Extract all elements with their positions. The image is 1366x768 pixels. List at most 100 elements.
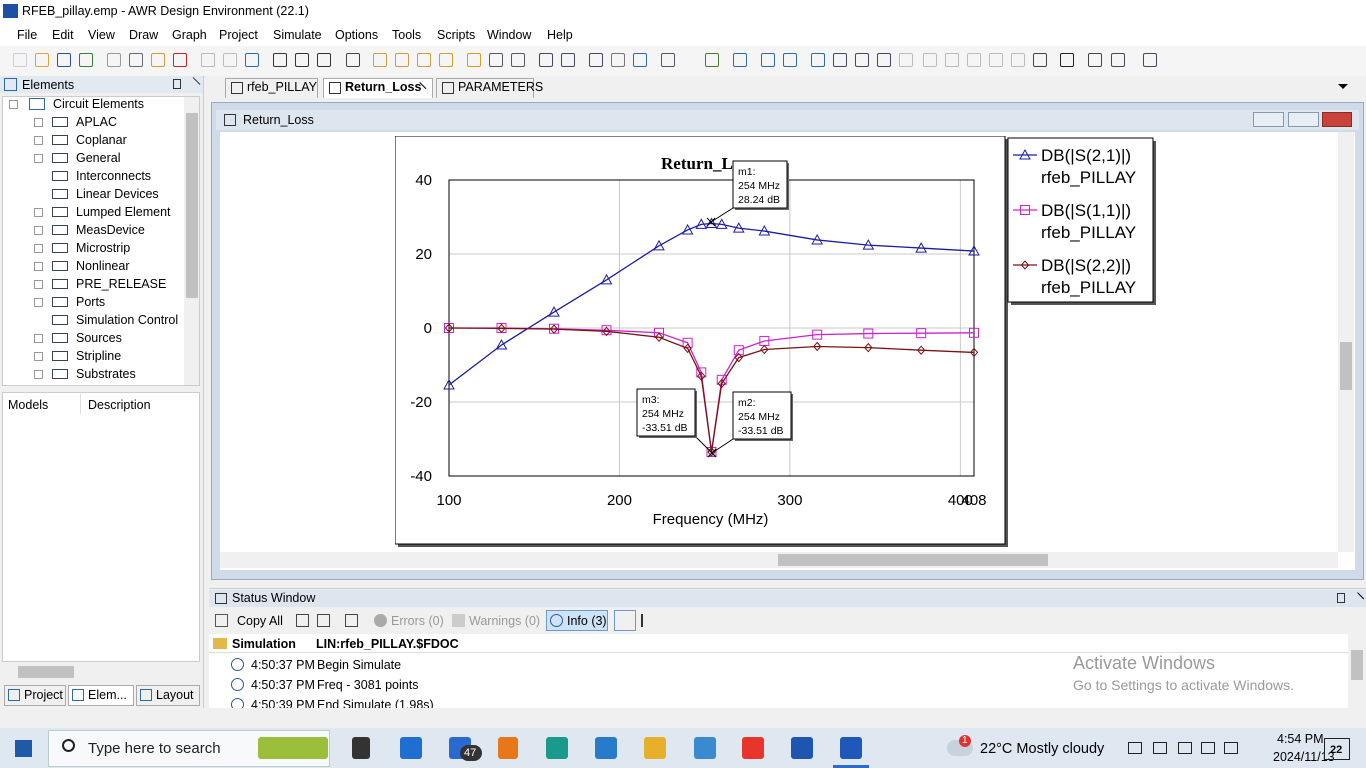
menu-item[interactable]: Help [547,28,573,42]
menu-item[interactable]: View [88,28,115,42]
taskbar-app[interactable] [595,737,617,759]
toolbar-button[interactable] [201,53,215,67]
taskbar-app[interactable] [352,737,370,759]
toolbar-button[interactable] [57,53,71,67]
toolbar-button[interactable] [273,53,287,67]
menu-item[interactable]: Window [487,28,532,42]
taskbar-app[interactable] [644,737,666,759]
toolbar-button[interactable] [223,53,237,67]
toolbar-button[interactable] [1111,53,1125,67]
toolbar-button[interactable] [79,53,93,67]
tree-item[interactable]: Simulation Control [76,313,179,327]
tree-item[interactable]: Nonlinear [76,259,130,273]
expander[interactable] [34,280,43,289]
toolbar-button[interactable] [811,53,825,67]
toolbar-button[interactable] [899,53,913,67]
tree-item[interactable]: Microstrip [76,241,131,255]
tree-item[interactable]: Interconnects [76,169,152,183]
menu-item[interactable]: Simulate [273,28,322,42]
toolbar-button[interactable] [967,53,981,67]
tree-item[interactable]: PRE_RELEASE [76,277,167,291]
toolbar-button[interactable] [1033,53,1047,67]
tabs-menu[interactable] [1338,84,1348,94]
tree-scroll-thumb[interactable] [186,113,198,298]
clock-time[interactable]: 4:54 PM [1277,732,1324,746]
toolbar-button[interactable] [373,53,387,67]
menu-item[interactable]: Draw [129,28,159,42]
panel-tab-label[interactable]: Layout [156,688,194,702]
expander[interactable] [34,208,43,217]
menu-item[interactable]: Edit [52,28,74,42]
toolbar-button[interactable] [661,53,675,67]
menu-item[interactable]: Project [219,28,258,42]
weather-text[interactable]: 22°C Mostly cloudy [980,741,1105,757]
sort-icon[interactable] [641,614,654,627]
panel-tab-label[interactable]: Elem... [88,688,127,702]
warnings-icon[interactable] [452,614,465,627]
toolbar-button[interactable] [245,53,259,67]
expander[interactable] [34,154,43,163]
toolbar-button[interactable] [467,53,481,67]
toolbar-button[interactable] [1011,53,1025,67]
toolbar-button[interactable] [346,53,360,67]
taskbar-app[interactable] [840,737,862,759]
expander[interactable] [34,136,43,145]
graph-button[interactable] [1253,112,1284,127]
status-tool[interactable] [296,614,309,627]
tree-item[interactable]: APLAC [76,115,117,129]
doc-tab-label[interactable]: PARAMETERS [458,80,544,94]
toolbar-button[interactable] [295,53,309,67]
tree-item[interactable]: Lumped Element [76,205,171,219]
expander[interactable] [34,118,43,127]
expander[interactable] [34,334,43,343]
expander[interactable] [34,370,43,379]
tree-item[interactable]: Sources [76,331,122,345]
expander[interactable] [34,262,43,271]
toolbar-button[interactable] [945,53,959,67]
info-toggle[interactable] [546,610,608,631]
toolbar-button[interactable] [733,53,747,67]
menu-item[interactable]: Options [335,28,379,42]
toolbar-button[interactable] [1143,53,1157,67]
tree-item[interactable]: General [76,151,121,165]
v-scroll-thumb[interactable] [1340,342,1352,390]
toolbar-button[interactable] [35,53,49,67]
tray-icon[interactable] [1224,742,1238,754]
taskbar-app[interactable] [258,737,328,759]
tree-item[interactable]: MeasDevice [76,223,145,237]
toolbar-button[interactable] [989,53,1003,67]
expander[interactable] [9,100,18,109]
expander[interactable] [34,244,43,253]
errors-icon[interactable] [374,614,387,627]
tree-root[interactable]: Circuit Elements [53,97,144,111]
toolbar-button[interactable] [855,53,869,67]
toolbar-button[interactable] [923,53,937,67]
status-button[interactable]: Copy All [237,614,283,628]
graph-close[interactable] [1322,112,1352,127]
copy-icon[interactable] [215,614,228,627]
tree-item[interactable]: Substrates [76,367,136,381]
doc-tab[interactable] [436,78,534,98]
toolbar-button[interactable] [589,53,603,67]
menu-item[interactable]: Graph [172,28,207,42]
toolbar-button[interactable] [539,53,553,67]
toolbar-button[interactable] [1088,53,1102,67]
status-button[interactable]: Info (3) [567,614,607,628]
h-scroll-thumb[interactable] [778,554,1048,566]
toolbar-button[interactable] [129,53,143,67]
menu-item[interactable]: Scripts [437,28,476,42]
toolbar-button[interactable] [561,53,575,67]
status-vthumb[interactable] [1351,650,1363,680]
doc-tab-label[interactable]: Return_Loss [345,80,422,94]
doc-tab-label[interactable]: rfeb_PILLAY [247,80,317,94]
toolbar-button[interactable] [417,53,431,67]
toolbar-button[interactable] [511,53,525,67]
toolbar-button[interactable] [877,53,891,67]
toolbar-button[interactable] [705,53,719,67]
expander[interactable] [34,298,43,307]
menu-item[interactable]: Tools [392,28,422,42]
clock-date[interactable]: 2024/11/13 [1273,750,1335,764]
graph-button[interactable] [1288,112,1319,127]
sort-toggle[interactable] [614,610,636,631]
expander[interactable] [34,226,43,235]
